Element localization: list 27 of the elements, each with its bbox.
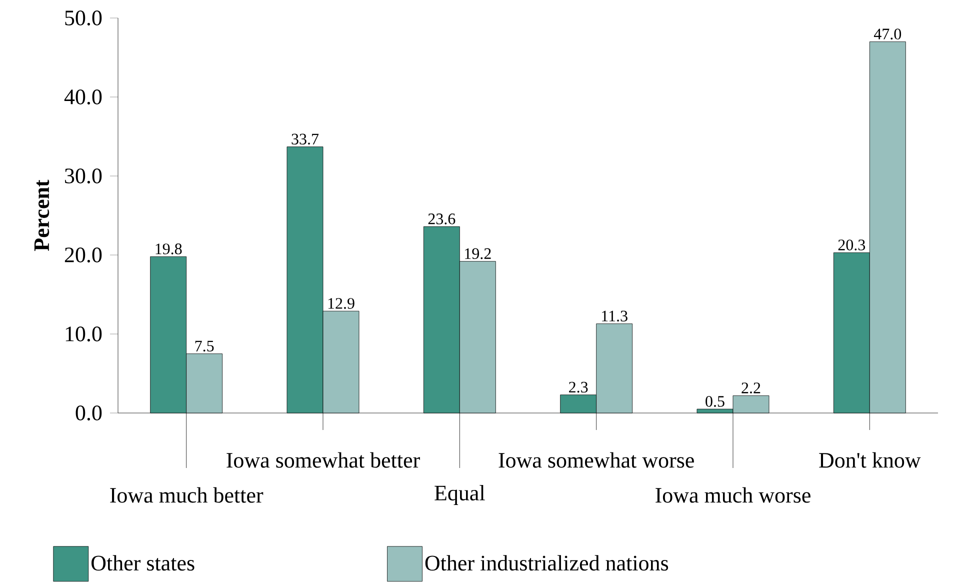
data-label: 11.3 — [602, 310, 628, 322]
data-label: 19.8 — [156, 244, 182, 255]
y-tick-label: 20.0 — [64, 248, 102, 263]
x-tick-label: Don't know — [819, 452, 921, 468]
legend-label: Other states — [92, 555, 194, 571]
legend-label: Other industrialized nations — [425, 555, 668, 571]
x-tick-label: Iowa much better — [110, 487, 264, 503]
data-label: 19.2 — [465, 248, 491, 260]
y-tick-label: 50.0 — [65, 10, 102, 26]
y-tick-label: 10.0 — [66, 326, 102, 342]
y-tick-label: 30.0 — [65, 168, 102, 184]
data-label: 2.3 — [569, 382, 588, 393]
data-label: 20.3 — [838, 240, 866, 251]
x-tick-label: Iowa somewhat better — [226, 452, 420, 468]
data-label: 2.2 — [742, 382, 760, 394]
data-label: 7.5 — [195, 341, 214, 352]
y-axis-title: Percent — [34, 180, 50, 252]
y-tick-label: 40.0 — [64, 90, 102, 105]
y-tick-label: 0.0 — [76, 406, 102, 421]
x-tick-label: Iowa much worse — [656, 487, 810, 503]
data-label: 12.9 — [328, 298, 354, 310]
data-label: 33.7 — [292, 134, 319, 145]
data-label: 0.5 — [706, 396, 724, 408]
x-tick-label: Iowa somewhat worse — [498, 452, 694, 468]
data-label: 23.6 — [428, 214, 456, 225]
data-label: 47.0 — [874, 28, 902, 40]
x-tick-label: Equal — [434, 485, 485, 506]
